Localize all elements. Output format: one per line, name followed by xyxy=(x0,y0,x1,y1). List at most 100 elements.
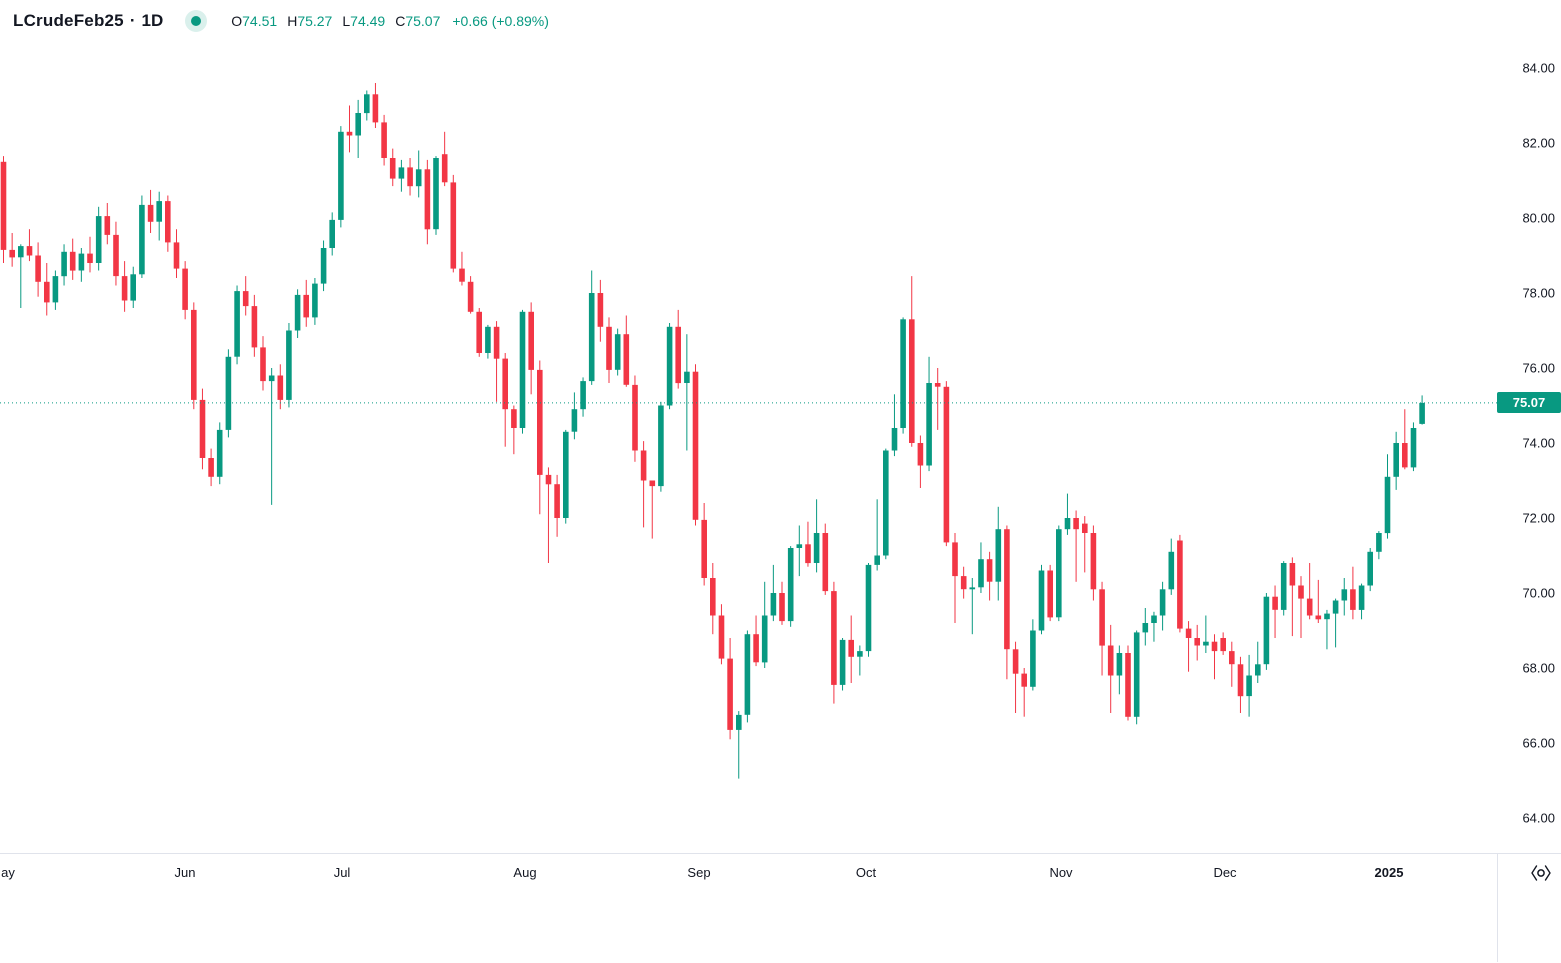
candle xyxy=(1177,540,1183,629)
candle xyxy=(848,639,854,657)
time-axis-label: Oct xyxy=(855,865,877,880)
candle xyxy=(52,276,59,303)
time-scale[interactable]: ay Jun Jul Aug Sep Oct Nov Dec 2025 xyxy=(0,853,1561,963)
candle xyxy=(502,358,508,410)
candle xyxy=(571,409,578,432)
time-axis-label: Nov xyxy=(1049,865,1073,880)
candle xyxy=(900,319,906,428)
candle xyxy=(389,158,396,179)
candle xyxy=(545,474,552,485)
candle xyxy=(986,559,993,582)
candle xyxy=(18,246,24,258)
candle xyxy=(1384,476,1391,534)
price-tick-label: 80.00 xyxy=(1522,210,1555,226)
candle xyxy=(9,249,15,258)
time-axis-label: Jun xyxy=(174,865,196,880)
candle xyxy=(891,428,898,451)
candle xyxy=(165,201,171,243)
candle xyxy=(692,371,699,520)
time-axis-label: Aug xyxy=(513,865,537,880)
high-value: 75.27 xyxy=(297,13,333,29)
axis-corner-divider xyxy=(1497,853,1498,962)
candle xyxy=(467,281,474,312)
candle xyxy=(156,201,162,222)
candle xyxy=(934,383,941,387)
candle xyxy=(952,542,958,577)
close-value: 75.07 xyxy=(405,13,441,29)
interval-label[interactable]: 1D xyxy=(141,11,164,30)
candle xyxy=(277,375,284,400)
candle xyxy=(372,94,379,123)
candle xyxy=(26,246,33,256)
candle xyxy=(1185,628,1192,638)
market-status-indicator[interactable] xyxy=(185,10,208,32)
candle xyxy=(684,371,690,383)
candle xyxy=(554,484,560,518)
candle xyxy=(1358,585,1365,610)
candle xyxy=(1133,632,1140,717)
change-value: +0.66 (+0.89%) xyxy=(452,13,549,29)
candle xyxy=(251,306,258,348)
candle xyxy=(1229,651,1235,665)
price-tick-label: 64.00 xyxy=(1522,810,1555,826)
candle xyxy=(718,615,725,659)
candle xyxy=(606,326,612,370)
symbol-name[interactable]: LCrudeFeb25 xyxy=(13,11,124,30)
candle xyxy=(1255,664,1261,676)
candle xyxy=(320,248,327,284)
candle xyxy=(286,330,292,400)
candle xyxy=(614,334,621,370)
candle xyxy=(95,216,102,263)
candle xyxy=(199,399,206,458)
candle xyxy=(44,281,50,303)
candle xyxy=(1056,529,1062,618)
candle xyxy=(1341,589,1348,601)
candle xyxy=(1306,598,1313,616)
high-label: H xyxy=(287,13,298,29)
candle xyxy=(1298,585,1304,599)
candle xyxy=(69,251,76,271)
candle xyxy=(1012,649,1019,674)
candle xyxy=(113,234,119,277)
candle xyxy=(787,548,794,622)
candle xyxy=(1350,589,1356,610)
scales-mode-icon xyxy=(1531,865,1551,881)
price-scale[interactable]: 75.07 84.00 82.00 80.00 78.00 76.00 74.00 72.0… xyxy=(1497,0,1561,853)
time-axis-label: Sep xyxy=(687,865,711,880)
candle xyxy=(563,431,569,518)
candle xyxy=(268,375,275,382)
candle xyxy=(1393,443,1399,477)
candle xyxy=(1419,402,1425,424)
candle xyxy=(1125,653,1131,717)
candle xyxy=(303,294,309,318)
candle xyxy=(260,347,266,382)
candle xyxy=(710,578,716,616)
candle xyxy=(528,311,534,370)
candle xyxy=(242,291,249,307)
candle xyxy=(623,334,630,385)
symbol-separator: · xyxy=(129,11,136,30)
candle xyxy=(381,122,387,158)
candle xyxy=(0,161,7,250)
candle xyxy=(831,591,837,685)
candle xyxy=(476,311,482,353)
candle xyxy=(1402,443,1408,468)
candle xyxy=(355,113,361,136)
candle xyxy=(1090,533,1097,590)
candle xyxy=(87,253,93,263)
candle xyxy=(1064,518,1071,530)
candle xyxy=(35,255,41,282)
candle xyxy=(666,326,673,406)
candle xyxy=(632,384,638,451)
price-tick-label: 82.00 xyxy=(1522,135,1555,151)
candle xyxy=(580,381,586,410)
candle xyxy=(407,167,413,187)
open-label: O xyxy=(231,13,243,29)
candle xyxy=(727,658,733,730)
candle xyxy=(1220,638,1226,652)
chart-legend: LCrudeFeb25 · 1D O74.51 H75.27 L74.49 C7… xyxy=(13,8,549,34)
candlestick-plot xyxy=(0,83,1497,779)
axis-settings-button[interactable] xyxy=(1528,862,1554,884)
chart-pane[interactable] xyxy=(0,0,1497,853)
candle xyxy=(822,533,829,592)
